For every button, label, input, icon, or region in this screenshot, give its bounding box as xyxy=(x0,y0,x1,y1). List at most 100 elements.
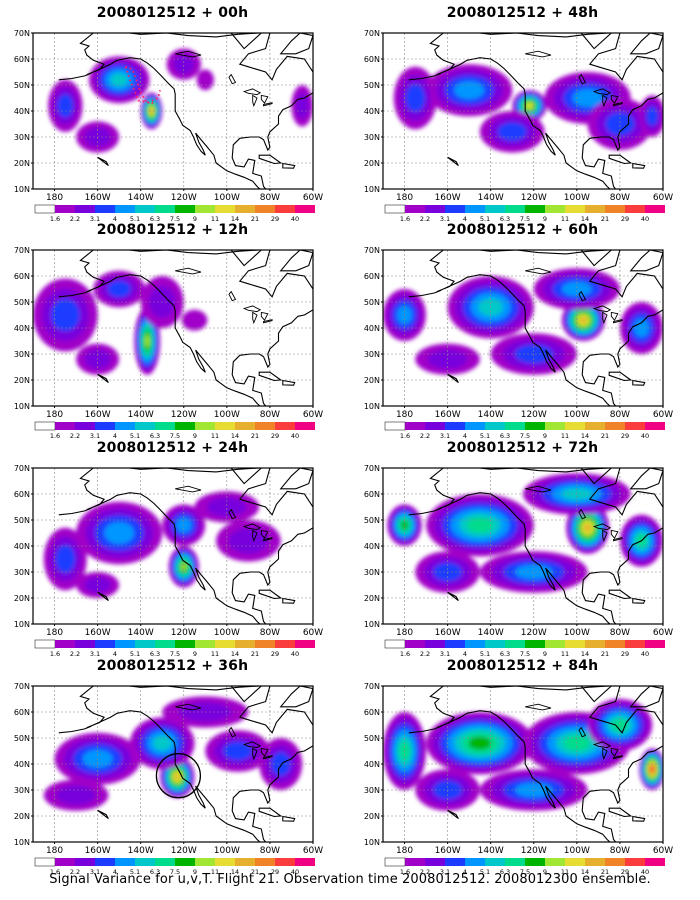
colorbar-label: 3.1 xyxy=(90,215,100,223)
colorbar-swatch xyxy=(155,858,175,866)
lon-label: 100W xyxy=(214,410,240,420)
colorbar-swatch xyxy=(565,205,585,213)
lake-outline-0 xyxy=(592,88,612,96)
island-outline-2 xyxy=(282,597,296,604)
colorbar-swatch xyxy=(525,858,545,866)
colorbar-swatch xyxy=(405,640,425,648)
panel-24h-title: 2008012512 + 24h xyxy=(96,440,249,456)
lon-label: 180 xyxy=(46,846,63,856)
coastline xyxy=(58,686,313,842)
lon-label: 160W xyxy=(85,846,111,856)
colorbar-label: 1.6 xyxy=(400,432,410,440)
lake-outline-0 xyxy=(592,741,612,749)
variance-contour-4-2 xyxy=(271,752,291,776)
panel-0h-map: 70N 60N 50N 40N 30N 20N 10N 180 160W 140W 120W 100W… xyxy=(14,29,323,223)
lon-label: 80W xyxy=(610,193,630,203)
island-outline-3 xyxy=(447,591,459,602)
colorbar-swatch xyxy=(275,858,295,866)
colorbar: 1.6 2.2 3.1 4 5.1 6.3 7.5 9 11 14 21 29 40 xyxy=(34,204,315,223)
colorbar-label: 7.5 xyxy=(170,650,180,658)
colorbar-label: 9 xyxy=(193,868,197,876)
lake-outline-0 xyxy=(242,741,262,749)
panel-36h: 2008012512 + 36h 70N 60N 50N 40N 30N 20N 10N 180… xyxy=(0,658,345,878)
colorbar-label: 21 xyxy=(251,650,259,658)
lat-label: 50N xyxy=(14,516,30,525)
lake-outline-0 xyxy=(592,305,612,313)
colorbar-swatch xyxy=(585,640,605,648)
lon-label: 60W xyxy=(653,193,673,203)
flight-track xyxy=(124,65,161,105)
lon-label: 100W xyxy=(214,628,240,638)
colorbar-label: 11 xyxy=(211,432,219,440)
colorbar-swatch xyxy=(235,858,255,866)
coastline xyxy=(408,468,663,624)
island-outline-4 xyxy=(580,33,613,50)
lat-label: 60N xyxy=(364,55,380,64)
lon-label: 140W xyxy=(128,410,154,420)
colorbar-swatch xyxy=(485,858,505,866)
variance-contour-6-2 xyxy=(646,107,658,126)
lon-label: 160W xyxy=(85,628,111,638)
colorbar-label: 9 xyxy=(543,650,547,658)
lat-label: 50N xyxy=(364,516,380,525)
lon-label: 180 xyxy=(46,410,63,420)
colorbar-label: 4 xyxy=(463,432,467,440)
lon-label: 140W xyxy=(478,846,504,856)
colorbar-label: 40 xyxy=(291,650,299,658)
colorbar-label: 2.2 xyxy=(70,868,80,876)
lake-outline-3 xyxy=(263,102,273,107)
lat-label: 20N xyxy=(364,159,380,168)
figure-caption: Signal Variance for u,v,T. Flight 21. Ob… xyxy=(49,872,651,887)
variance-contour-5-1 xyxy=(56,785,96,805)
island-outline-1 xyxy=(258,154,283,165)
lon-label: 60W xyxy=(303,193,323,203)
colorbar-swatch xyxy=(645,422,665,430)
colorbar-label: 1.6 xyxy=(50,868,60,876)
lon-label: 120W xyxy=(521,410,547,420)
panel-0h: 2008012512 + 00h 70N 60N 50N 40N 30N 20N 10N 180… xyxy=(0,5,345,225)
aleutian-outline xyxy=(58,289,92,298)
colorbar-swatch xyxy=(445,205,465,213)
colorbar-label: 29 xyxy=(621,215,629,223)
colorbar-swatch xyxy=(195,422,215,430)
colorbar-label: 3.1 xyxy=(440,650,450,658)
island-outline-2 xyxy=(632,597,646,604)
lat-label: 50N xyxy=(14,734,30,743)
colorbar-label: 21 xyxy=(601,868,609,876)
panel-12h-map: 70N 60N 50N 40N 30N 20N 10N 180 160W 140W 120W 100W… xyxy=(14,246,323,440)
variance-contour-5-2 xyxy=(497,122,527,141)
colorbar-swatch xyxy=(295,858,315,866)
lake-outline-2 xyxy=(260,311,269,322)
lake-outline-5 xyxy=(228,290,237,302)
lat-label: 30N xyxy=(14,786,30,795)
island-outline-3 xyxy=(447,373,459,384)
panel-60h: 2008012512 + 60h 70N 60N 50N 40N 30N 20N 10N 180… xyxy=(350,222,695,442)
lat-label: 40N xyxy=(14,760,30,769)
colorbar-label: 7.5 xyxy=(170,432,180,440)
colorbar-swatch xyxy=(275,205,295,213)
colorbar-swatch xyxy=(605,640,625,648)
colorbar-label: 2.2 xyxy=(70,650,80,658)
colorbar-label: 9 xyxy=(193,650,197,658)
map-grid xyxy=(33,33,313,189)
colorbar-swatch xyxy=(255,640,275,648)
lat-label: 20N xyxy=(14,159,30,168)
verification-region-circle xyxy=(155,753,202,799)
variance-contour-1-9 xyxy=(149,108,154,114)
lon-label: 120W xyxy=(171,628,197,638)
island-outline-0 xyxy=(279,250,313,272)
lon-label: 60W xyxy=(653,628,673,638)
colorbar-label: 7.5 xyxy=(520,650,530,658)
lat-label: 70N xyxy=(14,682,30,691)
lake-outline-1 xyxy=(602,94,608,108)
colorbar-swatch xyxy=(585,858,605,866)
colorbar-label: 5.1 xyxy=(480,432,490,440)
island-outline-0 xyxy=(629,468,663,490)
variance-contour-5-1 xyxy=(206,497,247,517)
colorbar-swatch xyxy=(275,640,295,648)
colorbar-swatch xyxy=(215,640,235,648)
panel-0h-title: 2008012512 + 00h xyxy=(96,5,249,21)
colorbar-swatch xyxy=(405,422,425,430)
colorbar-swatch xyxy=(155,640,175,648)
lake-outline-3 xyxy=(613,102,623,107)
